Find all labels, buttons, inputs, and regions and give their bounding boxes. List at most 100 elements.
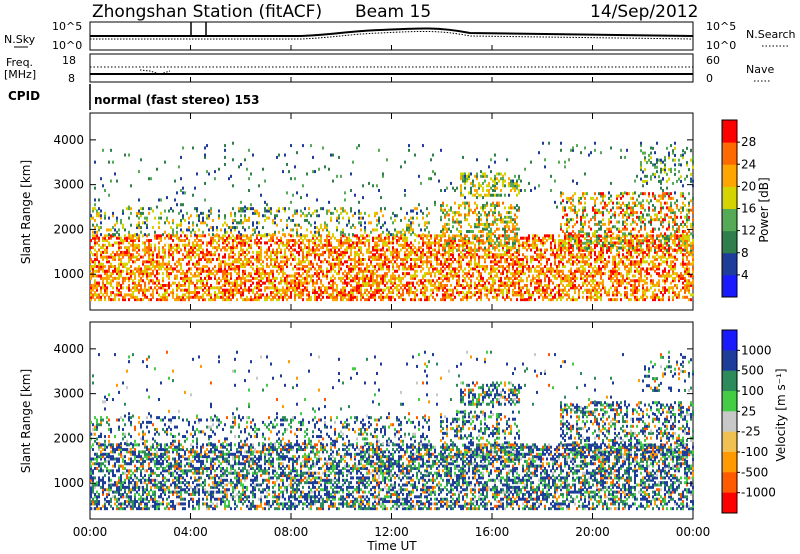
heatmap-cell: [188, 241, 190, 245]
heatmap-cell: [314, 243, 316, 247]
heatmap-cell: [190, 272, 192, 276]
heatmap-cell: [554, 239, 556, 243]
heatmap-cell: [612, 236, 614, 240]
heatmap-cell: [668, 286, 670, 290]
heatmap-cell: [366, 283, 368, 287]
heatmap-cell: [420, 255, 422, 259]
heatmap-cell: [600, 269, 602, 273]
heatmap-cell: [326, 246, 328, 250]
heatmap-cell: [500, 288, 502, 292]
heatmap-cell: [626, 239, 628, 243]
heatmap-cell: [616, 279, 618, 283]
heatmap-cell: [662, 298, 664, 302]
heatmap-cell: [240, 286, 242, 290]
heatmap-cell: [520, 236, 522, 240]
heatmap-cell: [462, 243, 464, 247]
heatmap-cell: [646, 260, 648, 264]
heatmap-cell: [654, 257, 656, 261]
heatmap-cell: [340, 262, 342, 266]
heatmap-cell: [242, 241, 244, 245]
heatmap-cell: [674, 276, 676, 280]
heatmap-cell: [538, 260, 540, 264]
heatmap-cell: [488, 276, 490, 280]
heatmap-cell: [340, 291, 342, 295]
heatmap-cell: [538, 239, 540, 243]
heatmap-cell: [174, 262, 176, 266]
heatmap-cell: [448, 257, 450, 261]
heatmap-cell: [640, 267, 642, 271]
heatmap-cell: [322, 274, 324, 278]
heatmap-cell: [604, 265, 606, 269]
heatmap-cell: [488, 243, 490, 247]
heatmap-cell: [212, 228, 214, 232]
heatmap-cell: [116, 269, 118, 273]
heatmap-cell: [236, 286, 238, 290]
heatmap-cell: [382, 243, 384, 247]
heatmap-cell: [236, 291, 238, 295]
heatmap-cell: [286, 276, 288, 280]
heatmap-cell: [338, 221, 340, 225]
heatmap-cell: [118, 243, 120, 247]
heatmap-cell: [138, 283, 140, 287]
heatmap-cell: [130, 255, 132, 259]
heatmap-cell: [294, 239, 296, 243]
heatmap-cell: [178, 257, 180, 261]
heatmap-cell: [486, 288, 488, 292]
heatmap-cell: [258, 279, 260, 283]
heatmap-cell: [386, 286, 388, 290]
heatmap-cell: [114, 269, 116, 273]
heatmap-cell: [150, 243, 152, 247]
heatmap-cell: [206, 257, 208, 261]
heatmap-cell: [514, 260, 516, 264]
heatmap-cell: [258, 230, 260, 234]
heatmap-cell: [556, 298, 558, 302]
heatmap-cell: [220, 236, 222, 240]
heatmap-cell: [102, 239, 104, 243]
heatmap-cell: [274, 216, 276, 220]
heatmap-cell: [176, 246, 178, 250]
heatmap-cell: [184, 274, 186, 278]
heatmap-cell: [546, 267, 548, 271]
heatmap-cell: [128, 276, 130, 280]
heatmap-cell: [472, 253, 474, 257]
heatmap-cell: [406, 248, 408, 252]
heatmap-cell: [260, 283, 262, 287]
heatmap-cell: [382, 298, 384, 302]
heatmap-cell: [364, 274, 366, 278]
heatmap-cell: [614, 298, 616, 302]
heatmap-cell: [424, 283, 426, 287]
heatmap-cell: [348, 241, 350, 245]
heatmap-cell: [662, 260, 664, 264]
heatmap-cell: [294, 248, 296, 252]
heatmap-cell: [306, 214, 308, 218]
heatmap-cell: [230, 288, 232, 292]
heatmap-cell: [626, 243, 628, 247]
heatmap-cell: [466, 293, 468, 297]
heatmap-cell: [172, 209, 174, 213]
heatmap-cell: [244, 298, 246, 302]
heatmap-cell: [678, 293, 680, 297]
heatmap-cell: [566, 234, 568, 238]
heatmap-cell: [266, 276, 268, 280]
heatmap-cell: [226, 281, 228, 285]
heatmap-cell: [590, 255, 592, 259]
heatmap-cell: [628, 253, 630, 257]
heatmap-cell: [272, 269, 274, 273]
heatmap-cell: [438, 257, 440, 261]
heatmap-cell: [218, 209, 220, 213]
heatmap-cell: [98, 281, 100, 285]
heatmap-cell: [492, 286, 494, 290]
heatmap-cell: [664, 286, 666, 290]
heatmap-cell: [140, 230, 142, 234]
heatmap-cell: [310, 239, 312, 243]
heatmap-cell: [452, 248, 454, 252]
heatmap-cell: [230, 248, 232, 252]
heatmap-cell: [368, 269, 370, 273]
heatmap-cell: [182, 253, 184, 257]
heatmap-cell: [624, 293, 626, 297]
heatmap-cell: [350, 250, 352, 254]
heatmap-cell: [374, 291, 376, 295]
heatmap-cell: [330, 279, 332, 283]
heatmap-cell: [324, 286, 326, 290]
heatmap-cell: [556, 291, 558, 295]
